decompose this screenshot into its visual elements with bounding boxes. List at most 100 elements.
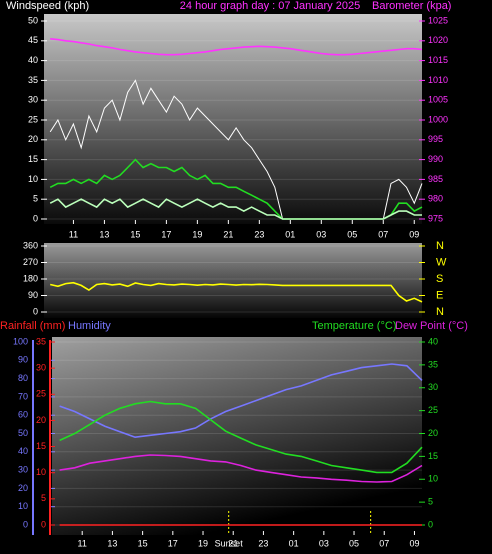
x-tick-label: 15 [138, 538, 148, 548]
y-tick-label: 25 [28, 114, 38, 124]
y2-tick-label: 20 [428, 428, 438, 438]
legend-entry: Humidity [68, 320, 111, 332]
y3-tick-label: 5 [41, 493, 46, 503]
series-line [49, 198, 422, 220]
y-tick-label: 0 [33, 306, 38, 316]
y2-tick-label: 5 [428, 497, 433, 507]
x-tick-label: 03 [316, 229, 326, 239]
y-tick-label: 35 [28, 75, 38, 85]
y-tick-label: 0 [23, 519, 28, 529]
y3-tick-label: 0 [41, 519, 46, 529]
x-tick-label: 07 [378, 229, 388, 239]
y2-tick-label: 995 [428, 134, 443, 144]
x-tick-label: 17 [161, 229, 171, 239]
x-tick-label: 05 [347, 229, 357, 239]
y2-tick-label: 30 [428, 382, 438, 392]
legend-entry: Dew Point (°C) [395, 320, 468, 332]
y-tick-label: 270 [23, 257, 38, 267]
x-tick-label: 05 [349, 538, 359, 548]
y2-tick-label: 15 [428, 451, 438, 461]
y-tick-label: 40 [28, 55, 38, 65]
x-tick-label: 19 [198, 538, 208, 548]
y-tick-label: 15 [28, 154, 38, 164]
y-tick-label: 5 [33, 194, 38, 204]
y-tick-label: 20 [18, 483, 28, 493]
x-tick-label: 19 [192, 229, 202, 239]
y-tick-label: 60 [18, 410, 28, 420]
y2-tick-label: 990 [428, 154, 443, 164]
legend-entry: Temperature (°C) [312, 320, 396, 332]
title: 24 hour graph day : 07 January 2025 [180, 0, 360, 12]
y2-tick-label: 1000 [428, 114, 448, 124]
x-tick-label: 23 [258, 538, 268, 548]
y-tick-label: 90 [28, 290, 38, 300]
y2-tick-label: 35 [428, 359, 438, 369]
y2-tick-label: 10 [428, 474, 438, 484]
y2-tick-label: 985 [428, 174, 443, 184]
x-tick-label: 11 [78, 538, 87, 548]
y2-label: Barometer (kpa) [372, 0, 451, 12]
series-line [59, 400, 423, 474]
y3-tick-label: 15 [36, 441, 46, 451]
x-tick-label: 13 [107, 538, 117, 548]
series-line [50, 38, 423, 56]
y-label: Windspeed (kph) [6, 0, 89, 12]
x-tick-label: 13 [99, 229, 109, 239]
x-tick-label: 09 [409, 538, 419, 548]
y2-tick-label: 1020 [428, 35, 448, 45]
series-line [59, 363, 423, 439]
y3-tick-label: 35 [36, 336, 46, 346]
x-tick-label: 11 [69, 229, 78, 239]
y3-tick-label: 25 [36, 389, 46, 399]
y2-tick-label: 25 [428, 405, 438, 415]
legend-entry: Rainfall (mm) [0, 320, 65, 332]
y-tick-label: 180 [23, 273, 38, 283]
x-tick-label: 17 [168, 538, 178, 548]
plot-area [44, 243, 422, 318]
series-line [59, 454, 423, 483]
y-tick-label: 100 [13, 336, 28, 346]
y3-tick-label: 20 [36, 415, 46, 425]
y2-tick-label: 1005 [428, 95, 448, 105]
y2-tick-label: W [436, 256, 447, 268]
y-tick-label: 10 [18, 501, 28, 511]
y-tick-label: 50 [28, 15, 38, 25]
y-tick-label: 20 [28, 134, 38, 144]
y2-tick-label: 0 [428, 519, 433, 529]
y-tick-label: 50 [18, 428, 28, 438]
y2-tick-label: E [436, 289, 443, 301]
y2-tick-label: 40 [428, 336, 438, 346]
y-tick-label: 30 [28, 95, 38, 105]
x-tick-label: 09 [409, 229, 419, 239]
y-tick-label: 80 [18, 373, 28, 383]
y2-tick-label: 1010 [428, 75, 448, 85]
y2-tick-label: N [436, 306, 444, 318]
y2-tick-label: 975 [428, 213, 443, 223]
y-tick-label: 70 [18, 391, 28, 401]
y-tick-label: 10 [28, 174, 38, 184]
x-tick-label: 21 [228, 538, 238, 548]
y2-tick-label: 1025 [428, 15, 448, 25]
y-tick-label: 30 [18, 464, 28, 474]
y2-tick-label: 1015 [428, 55, 448, 65]
y-tick-label: 40 [18, 446, 28, 456]
y3-tick-label: 10 [36, 467, 46, 477]
series-line [50, 281, 423, 303]
x-tick-label: 15 [130, 229, 140, 239]
x-tick-label: 23 [254, 229, 264, 239]
x-tick-label: 03 [319, 538, 329, 548]
y-tick-label: 0 [33, 213, 38, 223]
y2-tick-label: S [436, 273, 443, 285]
x-tick-label: 01 [289, 538, 299, 548]
annotation: Sunset [215, 538, 244, 548]
y3-tick-label: 30 [36, 363, 46, 373]
x-tick-label: 01 [285, 229, 295, 239]
x-tick-label: 07 [379, 538, 389, 548]
x-tick-label: 21 [223, 229, 233, 239]
y-tick-label: 90 [18, 355, 28, 365]
y-tick-label: 360 [23, 240, 38, 250]
y2-tick-label: N [436, 240, 444, 252]
y2-tick-label: 980 [428, 194, 443, 204]
